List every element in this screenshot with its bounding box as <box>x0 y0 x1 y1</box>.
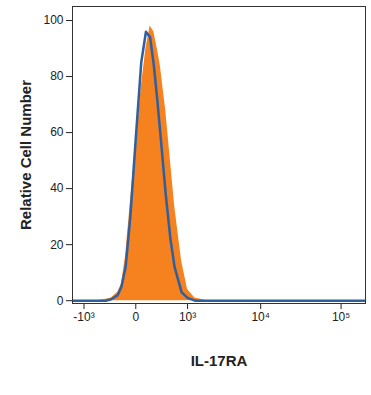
svg-text:10⁵: 10⁵ <box>332 310 350 324</box>
svg-text:10⁴: 10⁴ <box>251 310 270 324</box>
svg-text:60: 60 <box>50 125 64 139</box>
svg-text:Relative Cell Number: Relative Cell Number <box>17 80 34 230</box>
svg-text:0: 0 <box>132 310 139 324</box>
svg-text:100: 100 <box>43 13 63 27</box>
svg-text:10³: 10³ <box>179 310 196 324</box>
svg-text:IL-17RA: IL-17RA <box>191 352 248 369</box>
svg-text:0: 0 <box>57 294 64 308</box>
svg-text:-10³: -10³ <box>73 310 94 324</box>
svg-text:20: 20 <box>50 238 64 252</box>
svg-text:80: 80 <box>50 69 64 83</box>
svg-text:40: 40 <box>50 181 64 195</box>
